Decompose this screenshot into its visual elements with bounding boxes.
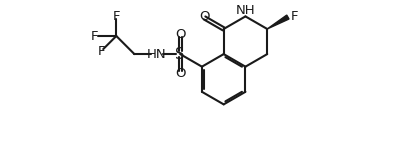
Text: NH: NH (236, 4, 255, 17)
Text: O: O (175, 28, 185, 41)
Text: F: F (91, 29, 98, 42)
Text: O: O (199, 10, 210, 23)
Text: F: F (113, 10, 120, 23)
Text: F: F (98, 45, 105, 58)
Text: S: S (175, 47, 185, 62)
Text: F: F (291, 10, 298, 23)
Text: O: O (175, 67, 185, 80)
Text: HN: HN (147, 48, 167, 61)
Polygon shape (267, 15, 289, 29)
